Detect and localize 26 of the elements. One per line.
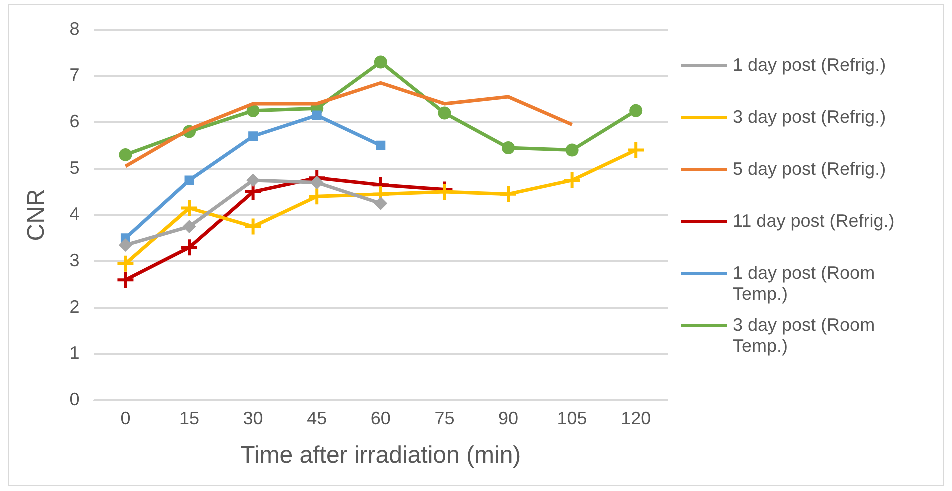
y-axis-title: CNR [23, 189, 50, 242]
x-tick-label: 105 [557, 408, 588, 428]
y-tick-label: 5 [70, 158, 80, 178]
y-tick-label: 7 [70, 65, 80, 86]
x-tick-label: 15 [179, 408, 200, 428]
legend-label: 5 day post (Refrig.) [733, 159, 886, 180]
legend-label: 3 day post (Room Temp.) [733, 315, 876, 357]
x-tick-label: 45 [307, 408, 328, 428]
x-tick-label: 120 [621, 408, 652, 428]
legend-label: 11 day post (Refrig.) [733, 211, 895, 232]
legend-label: 3 day post (Refrig.) [733, 107, 886, 128]
y-tick-label: 2 [70, 296, 80, 317]
y-tick-label: 0 [70, 390, 80, 410]
x-axis-title: Time after irradiation (min) [240, 442, 522, 470]
y-tick-label: 6 [70, 111, 80, 132]
x-tick-label: 90 [498, 408, 519, 428]
y-tick-label: 1 [70, 343, 80, 364]
x-tick-label: 60 [370, 408, 391, 428]
x-tick-label: 75 [434, 408, 455, 428]
y-tick-label: 4 [70, 204, 80, 224]
legend-label: 1 day post (Refrig.) [733, 55, 886, 76]
legend-label: 1 day post (Room Temp.) [733, 263, 876, 305]
y-tick-label: 8 [70, 18, 80, 39]
y-tick-label: 3 [70, 250, 80, 271]
x-tick-label: 30 [243, 408, 264, 428]
x-tick-label: 0 [120, 408, 131, 428]
